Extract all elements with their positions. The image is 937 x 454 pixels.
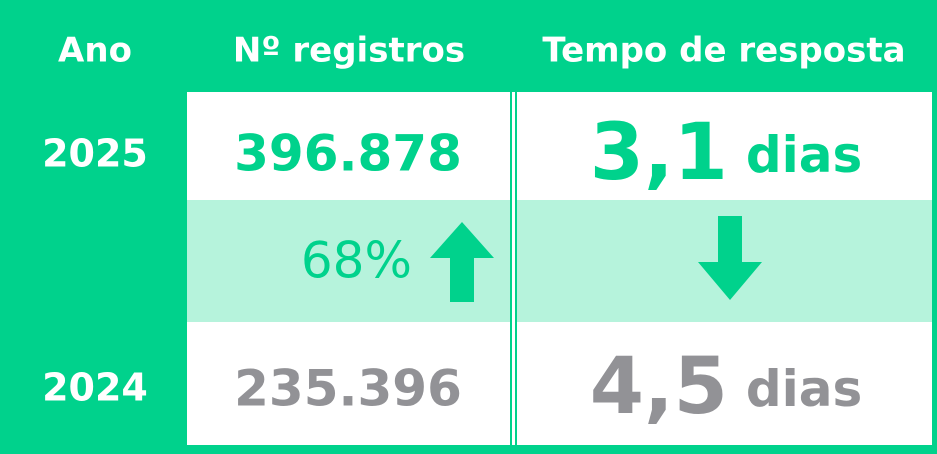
records-value: 235.396 bbox=[234, 360, 462, 418]
up-arrow bbox=[430, 222, 494, 302]
response-number: 3,1 bbox=[590, 108, 728, 198]
year-label: 2024 bbox=[42, 366, 148, 410]
header-records: Nº registros bbox=[233, 31, 465, 71]
response-unit: dias bbox=[746, 126, 862, 184]
change-percent: 68% bbox=[301, 232, 412, 290]
header-year: Ano bbox=[58, 31, 132, 71]
response-unit: dias bbox=[746, 360, 862, 418]
records-value: 396.878 bbox=[234, 125, 462, 183]
response-number: 4,5 bbox=[590, 342, 728, 432]
divider bbox=[512, 92, 515, 445]
response-value: 3,1 dias bbox=[590, 108, 863, 198]
year-label: 2025 bbox=[42, 132, 148, 176]
down-arrow bbox=[698, 216, 762, 300]
response-value: 4,5 dias bbox=[590, 342, 863, 432]
header-response: Tempo de resposta bbox=[542, 31, 905, 71]
